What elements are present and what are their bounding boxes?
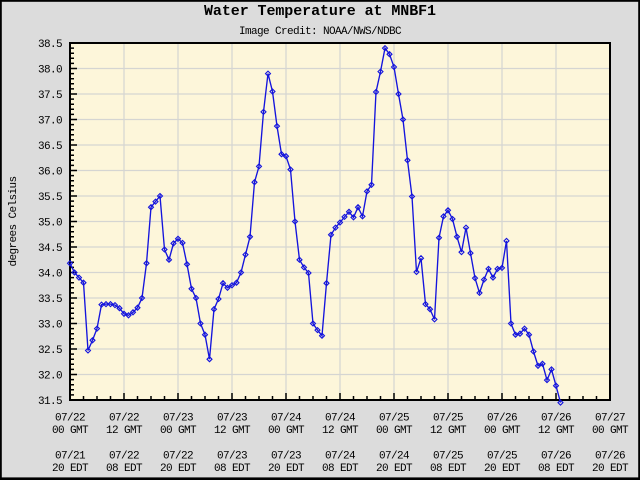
svg-text:00 GMT: 00 GMT — [376, 425, 413, 437]
svg-text:Image Credit: NOAA/NWS/NDBC: Image Credit: NOAA/NWS/NDBC — [239, 26, 402, 38]
svg-text:36.0: 36.0 — [38, 167, 62, 179]
svg-text:07/25: 07/25 — [379, 413, 409, 425]
svg-text:34.0: 34.0 — [38, 269, 62, 281]
svg-text:12 GMT: 12 GMT — [214, 425, 251, 437]
svg-text:07/25: 07/25 — [487, 451, 517, 463]
svg-text:07/23: 07/23 — [271, 451, 301, 463]
svg-text:37.5: 37.5 — [38, 90, 62, 102]
svg-text:20 EDT: 20 EDT — [268, 463, 305, 475]
svg-text:35.0: 35.0 — [38, 218, 62, 230]
svg-text:08 EDT: 08 EDT — [106, 463, 143, 475]
svg-text:34.5: 34.5 — [38, 243, 62, 255]
svg-text:12 GMT: 12 GMT — [322, 425, 359, 437]
svg-text:00 GMT: 00 GMT — [160, 425, 197, 437]
svg-text:07/22: 07/22 — [109, 451, 139, 463]
svg-text:38.5: 38.5 — [38, 39, 62, 51]
svg-text:32.0: 32.0 — [38, 371, 62, 383]
svg-text:08 EDT: 08 EDT — [538, 463, 575, 475]
svg-text:07/22: 07/22 — [55, 413, 85, 425]
svg-text:07/23: 07/23 — [217, 451, 247, 463]
svg-text:33.5: 33.5 — [38, 294, 62, 306]
svg-text:07/24: 07/24 — [325, 451, 356, 463]
svg-text:07/23: 07/23 — [217, 413, 247, 425]
svg-text:00 GMT: 00 GMT — [268, 425, 305, 437]
svg-text:12 GMT: 12 GMT — [538, 425, 575, 437]
svg-text:07/23: 07/23 — [163, 413, 193, 425]
svg-text:07/22: 07/22 — [163, 451, 193, 463]
svg-text:07/21: 07/21 — [55, 451, 86, 463]
svg-text:07/26: 07/26 — [487, 413, 517, 425]
svg-text:degrees Celsius: degrees Celsius — [8, 176, 20, 266]
svg-text:00 GMT: 00 GMT — [484, 425, 521, 437]
svg-text:07/24: 07/24 — [379, 451, 410, 463]
svg-text:35.5: 35.5 — [38, 192, 62, 204]
svg-text:20 EDT: 20 EDT — [376, 463, 413, 475]
svg-text:36.5: 36.5 — [38, 141, 62, 153]
svg-text:12 GMT: 12 GMT — [430, 425, 467, 437]
svg-text:08 EDT: 08 EDT — [214, 463, 251, 475]
svg-text:00 GMT: 00 GMT — [52, 425, 89, 437]
svg-text:37.0: 37.0 — [38, 116, 62, 128]
svg-text:20 EDT: 20 EDT — [52, 463, 89, 475]
svg-text:07/25: 07/25 — [433, 413, 463, 425]
svg-text:07/26: 07/26 — [541, 413, 571, 425]
svg-text:20 EDT: 20 EDT — [592, 463, 629, 475]
svg-text:08 EDT: 08 EDT — [322, 463, 359, 475]
svg-text:32.5: 32.5 — [38, 345, 62, 357]
svg-text:07/24: 07/24 — [325, 413, 356, 425]
svg-text:Water Temperature at MNBF1: Water Temperature at MNBF1 — [204, 3, 436, 20]
svg-text:07/22: 07/22 — [109, 413, 139, 425]
svg-text:00 GMT: 00 GMT — [592, 425, 629, 437]
svg-text:07/27: 07/27 — [595, 413, 625, 425]
svg-text:07/26: 07/26 — [541, 451, 571, 463]
svg-text:12 GMT: 12 GMT — [106, 425, 143, 437]
svg-text:07/25: 07/25 — [433, 451, 463, 463]
svg-text:07/26: 07/26 — [595, 451, 625, 463]
svg-text:38.0: 38.0 — [38, 65, 62, 77]
svg-text:33.0: 33.0 — [38, 320, 62, 332]
svg-text:31.5: 31.5 — [38, 396, 62, 408]
svg-text:20 EDT: 20 EDT — [160, 463, 197, 475]
svg-text:20 EDT: 20 EDT — [484, 463, 521, 475]
svg-text:07/24: 07/24 — [271, 413, 302, 425]
svg-text:08 EDT: 08 EDT — [430, 463, 467, 475]
